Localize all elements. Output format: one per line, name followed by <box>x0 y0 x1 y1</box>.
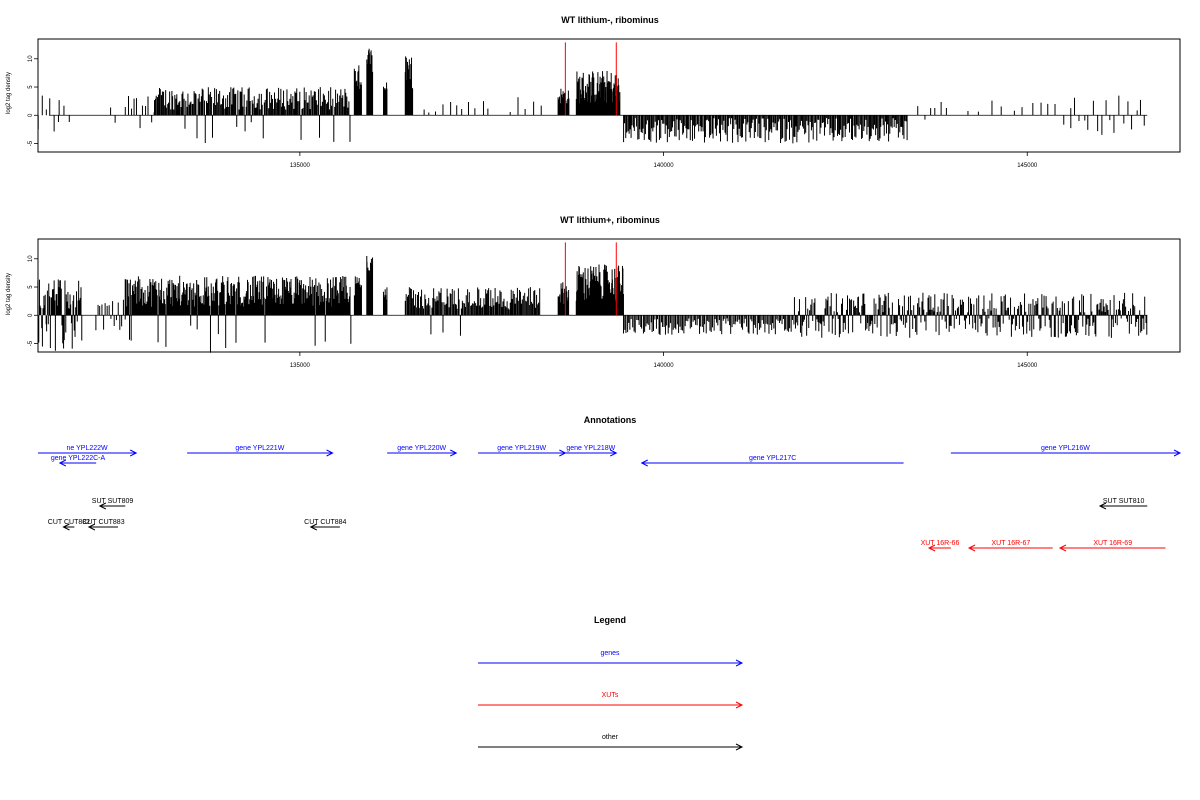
annotation-feature: gene YPL217C <box>640 455 904 467</box>
legend-label: genes <box>600 650 620 657</box>
annotation-feature: gene YPL216W <box>950 445 1182 457</box>
density-bars <box>37 48 1145 144</box>
density-bars <box>37 255 1148 353</box>
annotation-feature: XUT 16R-67 <box>967 540 1053 552</box>
y-tick-label: 10 <box>28 55 34 62</box>
arrow-head-icon <box>967 544 976 552</box>
arrow-head-icon <box>1173 449 1182 457</box>
annotation-feature: SUT SUT810 <box>1098 498 1148 510</box>
annotation-feature: CUT CUT882 <box>48 519 90 531</box>
annotation-feature: gene YPL219W <box>478 445 567 457</box>
y-tick-label: -5 <box>28 340 34 346</box>
annotation-feature: gene YPL222C-A <box>51 455 106 467</box>
arrow-head-icon <box>735 659 744 667</box>
y-axis: -5 0 5 10 <box>28 255 38 346</box>
legend-item: other <box>478 734 744 751</box>
track-lithium-plus: WT lithium+, ribominus log2 tag density … <box>6 215 1181 369</box>
feature-label: gene YPL221W <box>235 445 284 452</box>
arrow-head-icon <box>450 449 458 457</box>
x-tick-label: 135000 <box>290 363 311 369</box>
x-tick-label: 135000 <box>290 163 311 169</box>
annotations-panel: Annotations ne YPL222W gene YPL222C-A gene… <box>38 415 1182 552</box>
track-lithium-minus: WT lithium-, ribominus log2 tag density … <box>6 15 1181 169</box>
feature-label: gene YPL216W <box>1041 445 1090 452</box>
annotation-feature: gene YPL221W <box>187 445 334 457</box>
arrow-head-icon <box>309 523 317 531</box>
feature-label: gene YPL218W <box>566 445 615 452</box>
feature-label: SUT SUT809 <box>92 498 134 505</box>
signal-bars <box>37 48 1148 144</box>
legend-item: XUTs <box>478 692 744 709</box>
feature-label: gene YPL219W <box>497 445 546 452</box>
arrow-head-icon <box>87 523 96 531</box>
arrow-head-icon <box>1098 502 1107 510</box>
track-title: WT lithium-, ribominus <box>561 15 659 25</box>
feature-label: gene YPL222C-A <box>51 455 106 462</box>
legend-title: Legend <box>594 615 626 625</box>
y-axis: -5 0 5 10 <box>28 55 38 146</box>
annotation-feature: SUT SUT809 <box>92 498 134 510</box>
x-tick-label: 140000 <box>654 163 675 169</box>
annotation-feature: gene YPL218W <box>565 445 618 457</box>
arrow-head-icon <box>927 544 936 552</box>
feature-label: CUT CUT882 <box>48 519 90 526</box>
y-axis-label: log2 tag density <box>6 273 12 315</box>
annotations-title: Annotations <box>584 415 637 425</box>
x-tick-label: 140000 <box>654 363 675 369</box>
feature-label: ne YPL222W <box>67 445 109 452</box>
arrow-head-icon <box>735 701 744 709</box>
legend-panel: Legend genes XUTs other <box>478 615 744 751</box>
arrow-head-icon <box>640 459 648 467</box>
legend-item: genes <box>478 650 744 667</box>
legend-label: XUTs <box>602 692 619 699</box>
feature-label: XUT 16R-69 <box>1093 540 1132 547</box>
track-title: WT lithium+, ribominus <box>560 215 660 225</box>
feature-label: CUT CUT884 <box>304 519 346 526</box>
annotation-feature: CUT CUT883 <box>82 519 125 531</box>
y-tick-label: 5 <box>28 285 34 289</box>
feature-label: XUT 16R-67 <box>991 540 1030 547</box>
feature-label: SUT SUT810 <box>1103 498 1145 505</box>
arrow-head-icon <box>735 743 744 751</box>
marker-lines <box>564 42 617 116</box>
feature-label: XUT 16R-66 <box>921 540 960 547</box>
feature-label: CUT CUT883 <box>82 519 124 526</box>
x-axis: 135000 140000 145000 <box>290 152 1038 169</box>
x-axis: 135000 140000 145000 <box>290 352 1038 369</box>
arrow-head-icon <box>58 459 67 467</box>
annotation-features: ne YPL222W gene YPL222C-A gene YPL221W gene… <box>38 445 1182 552</box>
plot-frame <box>37 38 1181 153</box>
feature-label: gene YPL217C <box>749 455 796 462</box>
y-tick-label: 0 <box>28 113 34 117</box>
arrow-head-icon <box>129 449 138 457</box>
arrow-head-icon <box>610 449 618 457</box>
annotation-feature: XUT 16R-69 <box>1058 540 1166 552</box>
arrow-head-icon <box>1058 544 1067 552</box>
annotation-feature: XUT 16R-66 <box>921 540 960 552</box>
arrow-head-icon <box>326 449 334 457</box>
annotation-feature: gene YPL220W <box>387 445 458 457</box>
y-tick-label: 0 <box>28 313 34 317</box>
legend-label: other <box>602 734 619 741</box>
legend-items: genes XUTs other <box>478 650 744 751</box>
signal-bars <box>37 255 1148 353</box>
x-tick-label: 145000 <box>1017 163 1038 169</box>
y-tick-label: 5 <box>28 85 34 89</box>
annotation-feature: CUT CUT884 <box>304 519 347 531</box>
x-tick-label: 145000 <box>1017 363 1038 369</box>
y-tick-label: -5 <box>28 140 34 146</box>
marker-lines <box>564 242 617 316</box>
y-tick-label: 10 <box>28 255 34 262</box>
arrow-head-icon <box>98 502 107 510</box>
y-axis-label: log2 tag density <box>6 72 12 114</box>
arrow-head-icon <box>62 523 70 531</box>
annotation-feature: ne YPL222W <box>38 445 138 457</box>
feature-label: gene YPL220W <box>397 445 446 452</box>
